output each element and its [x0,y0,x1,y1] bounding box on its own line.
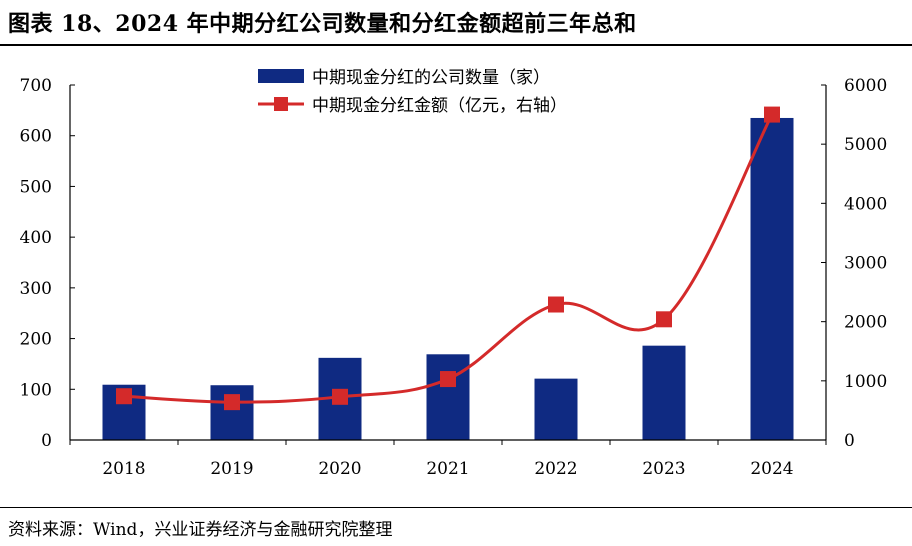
bar-2022 [534,378,578,440]
line-point-2020 [332,388,348,405]
source-note: 资料来源：Wind，兴业证券经济与金融研究院整理 [8,520,393,540]
line-point-2024 [764,106,780,123]
bars-layer [102,117,794,440]
x-tick-label: 2022 [534,459,577,479]
line-point-2019 [224,394,240,411]
bar-2021 [426,354,470,440]
x-tick-label: 2021 [426,459,469,479]
line-layer [116,106,780,411]
y-left-tick-label: 600 [20,127,52,147]
y-left-tick-label: 300 [20,279,52,299]
y-right-tick-label: 2000 [844,313,887,333]
y-right-tick-label: 1000 [844,372,887,392]
y-right-tick-label: 3000 [844,254,887,274]
source-rule [0,507,912,508]
x-tick-label: 2024 [750,459,793,479]
y-right-tick-label: 0 [844,431,855,451]
y-left-tick-label: 0 [41,431,52,451]
y-left-tick-label: 400 [20,228,52,248]
y-right-tick-label: 6000 [844,76,887,96]
x-tick-label: 2019 [210,459,253,479]
legend-bar-swatch [258,69,304,83]
bar-2024 [750,117,794,440]
line-point-2021 [440,371,456,388]
axes-layer: 0 100 200 300 400 500 600 700 0 1000 2000 3000 4000 5… [20,76,888,479]
legend-bar-label: 中期现金分红的公司数量（家） [312,68,550,88]
line-point-2022 [548,296,564,313]
legend: 中期现金分红的公司数量（家） 中期现金分红金额（亿元，右轴） [258,68,567,116]
y-left-tick-label: 700 [20,76,52,96]
y-left-tick-label: 500 [20,177,52,197]
y-left-tick-label: 100 [20,380,52,400]
chart-title: 图表 18、2024 年中期分红公司数量和分红金额超前三年总和 [8,11,637,37]
line-point-2023 [656,311,672,328]
y-right-tick-label: 4000 [844,194,887,214]
x-tick-label: 2023 [642,459,685,479]
title-rule [0,44,912,46]
legend-line-label: 中期现金分红金额（亿元，右轴） [312,96,567,116]
y-right-tick-label: 5000 [844,135,887,155]
x-tick-label: 2020 [318,459,361,479]
x-tick-label: 2018 [102,459,145,479]
y-left-tick-label: 200 [20,330,52,350]
legend-line-marker [274,97,288,111]
bar-2023 [642,345,686,440]
line-point-2018 [116,388,132,405]
bar-2019 [210,385,254,440]
